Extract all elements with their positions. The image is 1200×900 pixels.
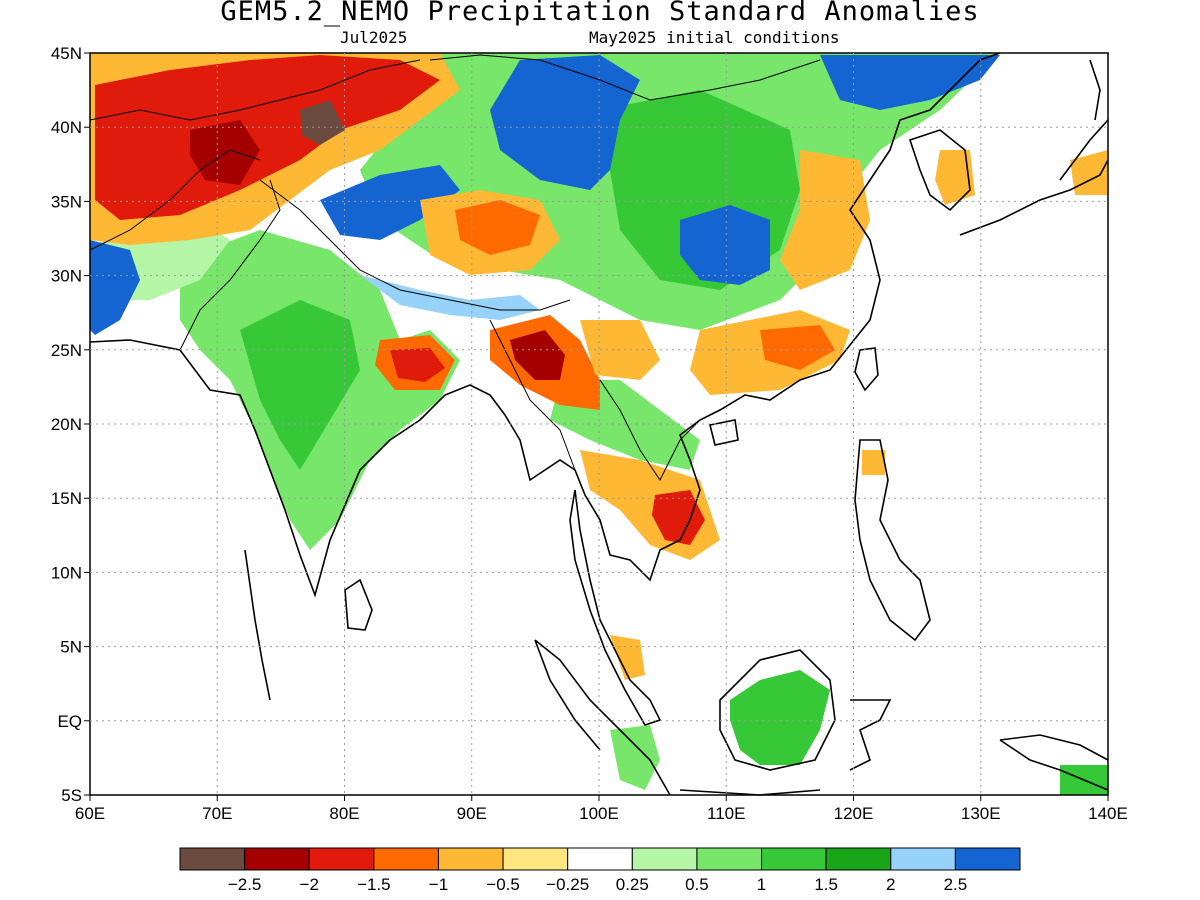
anom-blue-china xyxy=(680,205,770,285)
colorbar-label: −2 xyxy=(300,875,319,894)
lat-tick-label: 20N xyxy=(51,415,82,434)
coast-japan xyxy=(959,119,1109,236)
colorbar-swatch xyxy=(567,847,633,871)
coast-malay-peninsula xyxy=(569,489,662,726)
anom-blue-mongolia xyxy=(490,55,640,190)
gridlines xyxy=(90,53,1108,795)
anom-dry-bengal-core xyxy=(390,348,445,382)
colorbar-label: 0.25 xyxy=(616,875,649,894)
colorbar-swatch xyxy=(696,847,763,871)
lon-tick-label: 140E xyxy=(1088,804,1128,823)
colorbar-swatch xyxy=(502,847,569,871)
anom-green-india-core xyxy=(240,300,360,470)
colorbar-label: −1.5 xyxy=(357,875,391,894)
anom-dry-tibet-core xyxy=(455,200,540,255)
coastlines xyxy=(89,52,1109,796)
colorbar-swatch xyxy=(179,847,246,871)
lat-tick-label: EQ xyxy=(57,712,82,731)
colorbar-label: −1 xyxy=(429,875,448,894)
anom-blue-tibet xyxy=(320,165,460,240)
coast-borneo xyxy=(719,649,836,771)
forecast-month: Jul2025 xyxy=(340,28,408,47)
lon-tick-label: 110E xyxy=(707,804,745,823)
lat-tick-label: 5N xyxy=(60,638,82,657)
anom-dry-west-deep xyxy=(190,120,260,185)
colorbar-swatch xyxy=(761,847,827,871)
border-myanmar xyxy=(489,319,576,471)
anom-dry-east-china xyxy=(780,150,870,290)
anom-dry-se-china-core xyxy=(760,325,835,370)
anomaly-field xyxy=(90,53,1108,795)
lat-tick-label: 25N xyxy=(51,341,82,360)
anom-dry-japan xyxy=(1070,150,1108,195)
colorbar: −2.5 −2 −1.5 −1 −0.5 −0.25 0.25 0.5 1 1.5 2 2.5 xyxy=(179,847,1021,894)
coast-philippines xyxy=(854,439,931,642)
coast-mainland xyxy=(89,52,1001,598)
lon-tick-label: 80E xyxy=(329,804,359,823)
anom-dry-indochina-core xyxy=(652,490,705,545)
anom-green-sumatra xyxy=(610,725,660,790)
colorbar-swatch xyxy=(954,847,1021,871)
lon-tick-label: 130E xyxy=(961,804,1001,823)
lat-tick-label: 40N xyxy=(51,118,82,137)
lon-tick-label: 60E xyxy=(75,804,105,823)
anom-green-borneo xyxy=(730,670,830,765)
borders xyxy=(89,54,821,481)
anom-dry-myanmar-core xyxy=(510,330,565,380)
lon-tick-label: 70E xyxy=(202,804,232,823)
coast-srilanka xyxy=(344,578,373,631)
anom-dry-philippines xyxy=(862,450,885,475)
longitude-axis: 60E 70E 80E 90E 100E 110E 120E 130E 140E xyxy=(75,795,1128,823)
colorbar-label: 2.5 xyxy=(944,875,968,894)
latitude-axis: 45N 40N 35N 30N 25N 20N 15N 10N 5N EQ 5S xyxy=(51,44,90,805)
lat-tick-label: 15N xyxy=(51,489,82,508)
colorbar-label: 2 xyxy=(886,875,895,894)
colorbar-label: 0.5 xyxy=(685,875,709,894)
border-himalaya xyxy=(259,179,571,311)
initial-conditions: May2025 initial conditions xyxy=(589,28,840,47)
lon-tick-label: 120E xyxy=(834,804,874,823)
lat-tick-label: 45N xyxy=(51,44,82,63)
lon-tick-label: 90E xyxy=(457,804,487,823)
colorbar-swatch xyxy=(244,847,310,871)
coast-korea xyxy=(908,129,971,212)
colorbar-label: −0.25 xyxy=(546,875,589,894)
colorbar-swatch xyxy=(437,847,504,871)
coast-sulawesi xyxy=(849,699,892,771)
colorbar-swatch xyxy=(890,847,956,871)
colorbar-label: −2.5 xyxy=(228,875,262,894)
coast-newguinea xyxy=(999,734,1109,791)
lat-tick-label: 10N xyxy=(51,563,82,582)
colorbar-swatch xyxy=(825,847,892,871)
colorbar-swatch xyxy=(308,847,375,871)
coast-hainan xyxy=(709,419,739,446)
anom-dry-korea xyxy=(935,150,975,205)
coast-india-west xyxy=(244,549,271,701)
anom-dry-west-brown xyxy=(300,100,345,145)
lat-tick-label: 35N xyxy=(51,192,82,211)
coast-kamchatka xyxy=(1089,59,1101,121)
lon-tick-label: 100E xyxy=(579,804,619,823)
border-central-asia xyxy=(89,59,421,121)
border-china-mongolia xyxy=(429,54,821,101)
colorbar-label: 1 xyxy=(757,875,766,894)
colorbar-swatch xyxy=(373,847,439,871)
colorbar-label: −0.5 xyxy=(486,875,520,894)
anom-blue-ne xyxy=(820,55,1000,110)
lat-tick-label: 5S xyxy=(61,786,82,805)
anom-blue-west xyxy=(90,240,140,335)
border-indochina xyxy=(599,379,701,481)
border-afghanistan xyxy=(89,149,261,251)
colorbar-swatch xyxy=(631,847,698,871)
lat-tick-label: 30N xyxy=(51,267,82,286)
colorbar-label: 1.5 xyxy=(814,875,838,894)
map-title: GEM5.2_NEMO Precipitation Standard Anoma… xyxy=(220,0,980,27)
coast-taiwan xyxy=(854,347,879,392)
coast-sumatra xyxy=(534,639,671,796)
anom-dry-west-core xyxy=(95,55,440,220)
border-india-pakistan xyxy=(179,179,281,351)
